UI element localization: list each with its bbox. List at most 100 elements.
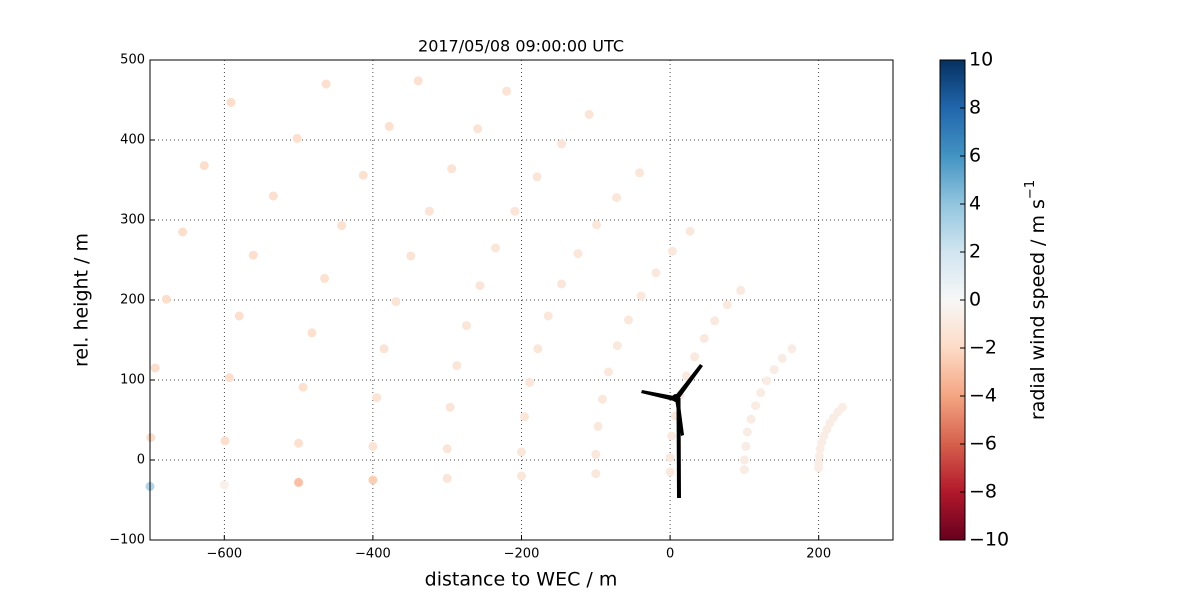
colorbar-tick-label: 2: [969, 241, 981, 263]
colorbar-tick-label: 8: [969, 97, 981, 119]
scan-point: [603, 367, 613, 377]
scan-point: [368, 475, 378, 485]
scan-point: [320, 273, 330, 283]
wind-turbine: [641, 364, 703, 498]
scan-point: [665, 453, 675, 463]
scan-point: [510, 206, 520, 216]
scan-point: [557, 279, 567, 289]
colorbar-label-text: radial wind speed / m s: [1027, 199, 1049, 420]
scan-point: [475, 281, 485, 291]
scan-point: [751, 401, 761, 411]
scan-point: [532, 172, 542, 182]
chart-title: 2017/05/08 09:00:00 UTC: [418, 37, 624, 56]
y-axis-label: rel. height / m: [71, 233, 93, 367]
scan-point: [445, 402, 455, 412]
scan-point: [424, 206, 434, 216]
scan-point: [584, 109, 594, 119]
scan-point: [736, 285, 746, 295]
scan-point: [294, 477, 304, 487]
scan-point: [814, 458, 824, 468]
scan-point: [593, 421, 603, 431]
scan-point: [372, 393, 382, 403]
scan-point: [321, 79, 331, 89]
scan-point: [150, 363, 160, 373]
scan-point: [592, 220, 602, 230]
scan-point: [651, 268, 661, 278]
scan-point: [298, 382, 308, 392]
scan-point: [685, 226, 695, 236]
scan-point: [739, 455, 749, 465]
scan-point: [307, 328, 317, 338]
scan-point: [597, 394, 607, 404]
scan-point: [358, 170, 368, 180]
scan-point: [756, 388, 766, 398]
scan-point: [248, 250, 258, 260]
scan-point: [573, 249, 583, 259]
scan-point: [665, 467, 675, 477]
scan-point: [473, 124, 483, 134]
scan-point: [517, 471, 526, 481]
scan-point: [635, 168, 645, 178]
scan-point: [219, 480, 229, 490]
scan-point: [199, 161, 209, 171]
scan-point: [525, 377, 535, 387]
scan-point: [442, 444, 452, 454]
scan-point: [623, 315, 633, 325]
scan-point: [636, 291, 646, 301]
scan-point: [777, 353, 787, 363]
colorbar-label: radial wind speed / m s−1: [1023, 180, 1049, 420]
scan-point: [517, 447, 526, 457]
x-tick-label: 200: [806, 547, 831, 562]
scan-point: [268, 191, 278, 201]
scan-point: [814, 451, 824, 461]
y-tick-label: 100: [120, 373, 145, 388]
turbine-blade: [641, 390, 674, 401]
y-tick-label: 400: [120, 133, 145, 148]
scan-point: [391, 297, 401, 307]
scan-point: [667, 246, 677, 256]
colorbar-label-superscript: −1: [1023, 180, 1038, 199]
colorbar-tick-label: −4: [969, 385, 997, 407]
scan-point: [225, 373, 235, 383]
scan-point: [379, 344, 389, 354]
colorbar-tick-label: 0: [969, 289, 981, 311]
x-tick-label: 0: [666, 547, 674, 562]
scan-point: [292, 133, 302, 143]
scan-point: [787, 344, 797, 354]
scan-point: [746, 414, 756, 424]
scan-point: [368, 441, 378, 451]
scan-point: [710, 316, 720, 326]
colorbar-tick-label: −8: [969, 481, 997, 503]
y-tick-label: 300: [120, 213, 145, 228]
colorbar-tick-label: −10: [969, 529, 1009, 551]
y-tick-label: 0: [137, 453, 145, 468]
scan-point: [591, 469, 601, 479]
scan-point: [337, 221, 347, 231]
turbine-blade: [675, 397, 684, 436]
scan-point: [447, 164, 457, 174]
scan-point: [490, 243, 500, 253]
scan-point: [739, 465, 749, 475]
colorbar-tick-label: 10: [969, 49, 993, 71]
y-tick-label: 500: [120, 53, 145, 68]
scan-point: [681, 371, 691, 381]
x-tick-label: −400: [355, 547, 391, 562]
scan-point: [591, 449, 601, 459]
turbine-hub: [672, 394, 680, 402]
scan-point: [452, 361, 462, 371]
scan-point: [722, 300, 732, 310]
scan-point: [533, 344, 543, 354]
scan-point: [226, 97, 236, 107]
scan-point: [699, 333, 709, 343]
turbine-blade: [675, 364, 703, 399]
colorbar-tick-label: 4: [969, 193, 981, 215]
scan-point: [690, 352, 700, 362]
scan-point: [612, 193, 622, 203]
scan-point: [146, 433, 156, 443]
scan-point: [741, 441, 751, 451]
scan-point: [612, 341, 622, 351]
scan-point: [442, 473, 452, 483]
scan-point: [769, 365, 779, 375]
scan-point: [667, 431, 677, 441]
scan-point: [543, 311, 553, 321]
